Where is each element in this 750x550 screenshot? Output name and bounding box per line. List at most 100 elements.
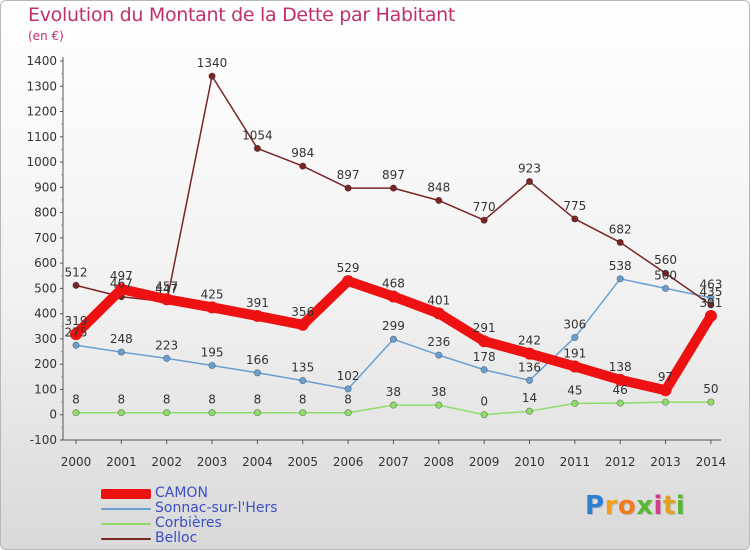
data-label: 529 [337, 261, 360, 275]
data-label: 447 [155, 282, 178, 296]
data-label: 897 [337, 168, 360, 182]
data-label: 299 [382, 319, 405, 333]
data-label: 923 [518, 162, 541, 176]
data-label: 8 [72, 393, 80, 407]
data-label: 8 [208, 393, 216, 407]
data-point [387, 290, 400, 303]
data-point [299, 409, 307, 417]
data-point [253, 369, 261, 377]
data-label: 195 [201, 345, 224, 359]
data-point [480, 411, 488, 419]
data-label: 138 [609, 360, 632, 374]
y-tick-label: 700 [34, 231, 57, 245]
data-label: 8 [163, 393, 171, 407]
legend-swatch [101, 537, 151, 540]
data-label: 166 [246, 353, 269, 367]
data-label: 512 [65, 265, 88, 279]
y-tick-label: 900 [34, 180, 57, 194]
data-point [296, 318, 309, 331]
data-point [525, 376, 534, 384]
data-label: 248 [110, 332, 133, 346]
data-point [525, 177, 534, 186]
data-point [435, 401, 443, 409]
data-point [707, 294, 715, 302]
chart-subtitle: (en €) [28, 29, 64, 43]
data-label: 848 [427, 180, 450, 194]
legend-label: Belloc [155, 530, 198, 546]
x-tick-label: 2009 [469, 455, 500, 469]
data-point [480, 366, 488, 374]
data-point [251, 309, 264, 322]
data-point [614, 373, 627, 386]
logo-letter: t [662, 491, 676, 521]
y-tick-label: 400 [34, 307, 57, 321]
data-point [72, 281, 80, 289]
data-point [206, 301, 219, 314]
legend-item: CAMON [101, 486, 278, 501]
data-label: 178 [473, 350, 496, 364]
data-point [571, 399, 579, 407]
data-point [72, 409, 80, 417]
data-point [707, 301, 715, 309]
data-label: 50 [703, 382, 718, 396]
logo-letter: P [585, 491, 605, 521]
data-label: 435 [699, 285, 722, 299]
legend-label: CAMON [155, 485, 208, 501]
data-point [525, 407, 534, 415]
data-label: 8 [344, 393, 352, 407]
data-label: 46 [613, 383, 628, 397]
x-tick-label: 2012 [605, 455, 636, 469]
data-label: 8 [254, 393, 262, 407]
data-point [707, 398, 715, 406]
data-label: 467 [110, 277, 133, 291]
data-point [163, 354, 171, 362]
x-tick-label: 2004 [242, 455, 273, 469]
data-point [478, 335, 491, 348]
data-label: 897 [382, 168, 405, 182]
data-point [344, 409, 352, 417]
data-label: 682 [609, 222, 632, 236]
data-point [344, 385, 352, 393]
data-label: 391 [246, 296, 269, 310]
logo-letter: i [675, 491, 686, 521]
logo-letter: o [617, 491, 637, 521]
data-label: 38 [386, 385, 401, 399]
data-label: 45 [567, 383, 582, 397]
data-label: 291 [473, 321, 496, 335]
data-label: 391 [699, 296, 722, 310]
x-tick-label: 2008 [424, 455, 455, 469]
data-point [661, 269, 670, 277]
data-label: 500 [654, 268, 677, 282]
data-point [523, 347, 536, 360]
x-tick-label: 2005 [287, 455, 318, 469]
data-label: 8 [299, 393, 307, 407]
data-point [389, 184, 398, 192]
data-label: 538 [609, 259, 632, 273]
y-tick-label: -100 [30, 433, 57, 447]
data-point [117, 348, 125, 356]
y-tick-label: 1300 [26, 79, 57, 93]
data-point [70, 328, 82, 341]
data-point [435, 196, 443, 205]
data-label: 14 [522, 391, 537, 405]
data-point [117, 409, 125, 417]
y-tick-label: 800 [34, 206, 57, 220]
data-label: 191 [563, 346, 586, 360]
y-tick-label: 1400 [26, 54, 57, 68]
data-label: 275 [65, 325, 88, 339]
proxiti-logo: Proxiti [585, 491, 685, 521]
data-label: 97 [658, 370, 673, 384]
data-point [208, 72, 216, 80]
data-point [435, 351, 443, 359]
legend-swatch [101, 507, 151, 510]
y-tick-label: 500 [34, 281, 57, 295]
data-point [115, 283, 128, 296]
data-label: 319 [65, 314, 88, 328]
legend-swatch [101, 522, 151, 525]
data-point [342, 275, 355, 288]
legend-swatch [101, 488, 151, 499]
data-point [163, 409, 171, 417]
data-point [704, 309, 717, 322]
data-point [160, 293, 173, 306]
